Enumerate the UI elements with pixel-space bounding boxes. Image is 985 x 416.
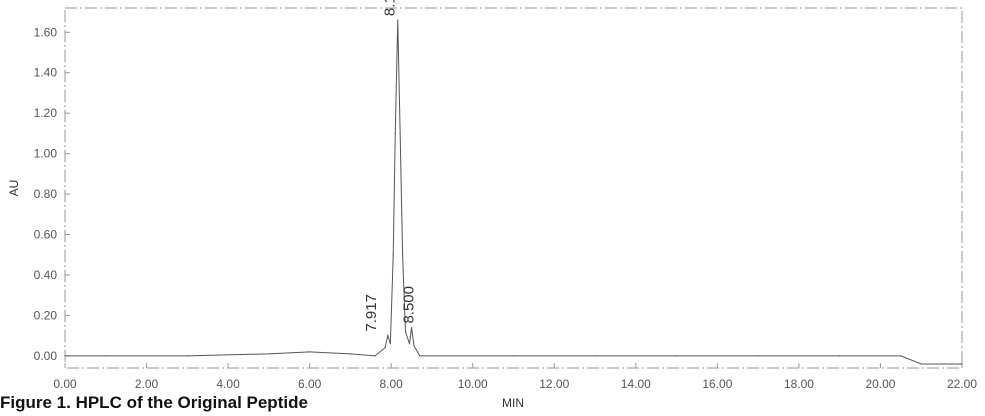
x-axis: 0.00 2.00 4.00 6.00 8.00 10.00 12.00 14.00 16.00… bbox=[53, 363, 977, 391]
data-point bbox=[394, 132, 396, 134]
data-point bbox=[387, 335, 389, 337]
data-point bbox=[512, 355, 515, 357]
chromatogram-trace bbox=[64, 19, 963, 365]
x-tick-label: 20.00 bbox=[865, 377, 895, 391]
data-point bbox=[408, 343, 411, 345]
data-point bbox=[309, 351, 311, 353]
data-point bbox=[920, 363, 922, 365]
y-tick-label: 0.00 bbox=[34, 349, 58, 363]
x-tick-label: 0.00 bbox=[53, 377, 77, 391]
data-point bbox=[413, 345, 415, 347]
peak-labels: 8.161 7.917 8.500 bbox=[363, 0, 418, 332]
y-axis-title: AU bbox=[7, 180, 21, 197]
x-tick-label: 2.00 bbox=[135, 377, 159, 391]
peak-label: 7.917 bbox=[363, 294, 380, 332]
y-tick-label: 1.20 bbox=[34, 106, 58, 120]
data-point bbox=[675, 355, 678, 357]
data-point bbox=[64, 355, 66, 357]
x-tick-label: 6.00 bbox=[298, 377, 322, 391]
data-point bbox=[349, 353, 352, 355]
y-tick-label: 0.40 bbox=[34, 268, 58, 282]
data-point bbox=[268, 353, 270, 355]
data-point bbox=[105, 355, 107, 357]
x-tick-label: 22.00 bbox=[947, 377, 977, 391]
figure-caption: Figure 1. HPLC of the Original Peptide bbox=[0, 393, 312, 413]
data-point bbox=[419, 355, 421, 357]
y-tick-label: 0.80 bbox=[34, 187, 58, 201]
data-point bbox=[392, 254, 394, 256]
x-tick-label: 16.00 bbox=[702, 377, 732, 391]
x-tick-label: 14.00 bbox=[621, 377, 651, 391]
x-tick-label: 18.00 bbox=[784, 377, 814, 391]
data-point bbox=[900, 355, 902, 357]
data-point bbox=[757, 355, 759, 357]
data-point bbox=[389, 343, 391, 345]
x-tick-label: 4.00 bbox=[216, 377, 240, 391]
y-tick-label: 0.20 bbox=[34, 308, 58, 322]
x-axis-title: MIN bbox=[502, 396, 524, 410]
data-point bbox=[399, 132, 401, 134]
peak-label: 8.161 bbox=[382, 0, 399, 16]
x-tick-label: 8.00 bbox=[380, 377, 404, 391]
peak-label: 8.500 bbox=[401, 286, 418, 324]
data-point bbox=[839, 355, 841, 357]
data-point bbox=[401, 254, 404, 256]
data-point bbox=[404, 330, 407, 333]
plot-frame bbox=[64, 7, 963, 369]
data-point bbox=[410, 326, 413, 329]
data-point bbox=[594, 355, 596, 357]
series-line-0 bbox=[65, 20, 962, 365]
data-point bbox=[431, 355, 433, 357]
y-tick-label: 1.00 bbox=[34, 147, 58, 161]
data-point bbox=[961, 363, 963, 365]
data-point bbox=[384, 347, 386, 349]
x-tick-label: 10.00 bbox=[458, 377, 488, 391]
data-point bbox=[397, 19, 399, 21]
y-tick-label: 0.60 bbox=[34, 228, 58, 242]
y-axis: 0.00 0.20 0.40 0.60 0.80 1.00 1.20 1.40 1.60 bbox=[34, 25, 70, 363]
x-tick-label: 12.00 bbox=[539, 377, 569, 391]
data-point bbox=[374, 355, 376, 357]
y-tick-label: 1.40 bbox=[34, 66, 58, 80]
y-tick-label: 1.60 bbox=[34, 25, 58, 39]
data-point bbox=[186, 355, 188, 357]
